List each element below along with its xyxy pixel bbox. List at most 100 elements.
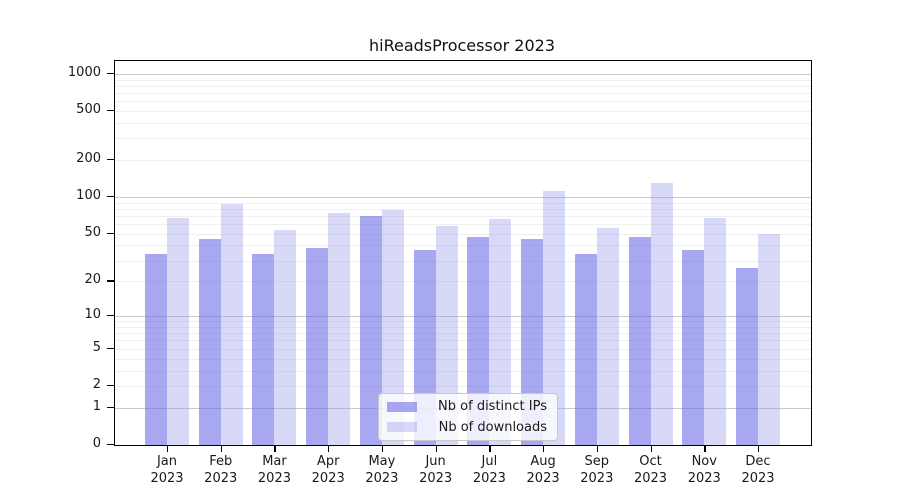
bar-downloads — [757, 233, 780, 445]
legend-label-downloads: Nb of downloads — [438, 419, 547, 435]
y-tick-label: 2 — [92, 376, 101, 392]
bar-downloads — [704, 218, 727, 445]
legend: Nb of distinct IPs Nb of downloads — [378, 393, 558, 441]
minor-gridline — [115, 233, 811, 235]
bar-downloads — [381, 210, 404, 445]
y-tick-mark — [107, 159, 114, 161]
minor-gridline — [115, 202, 811, 204]
minor-gridline — [115, 101, 811, 103]
minor-gridline — [115, 208, 811, 210]
y-tick-label: 1000 — [67, 64, 101, 80]
x-tick-label: Feb 2023 — [204, 454, 238, 486]
minor-gridline — [115, 370, 811, 372]
y-tick-mark — [107, 315, 114, 317]
x-tick-mark — [381, 445, 384, 452]
bar-distinct-ips — [198, 239, 221, 445]
x-tick-label: Jun 2023 — [419, 454, 453, 486]
x-tick-label: Aug 2023 — [526, 454, 560, 486]
minor-gridline — [115, 160, 811, 162]
y-tick-mark — [107, 384, 114, 387]
bar-downloads — [220, 203, 243, 445]
x-tick-label: Mar 2023 — [257, 454, 291, 486]
x-tick-mark — [489, 445, 491, 452]
minor-gridline — [115, 245, 811, 247]
x-tick-label: May 2023 — [365, 454, 399, 486]
legend-swatch-downloads — [387, 422, 417, 433]
bar-distinct-ips — [359, 215, 382, 445]
x-tick-mark — [274, 445, 276, 452]
bar-distinct-ips — [682, 249, 705, 445]
x-tick-mark — [435, 445, 437, 452]
bar-distinct-ips — [628, 237, 651, 445]
x-tick-label: Dec 2023 — [741, 454, 775, 486]
bar-distinct-ips — [467, 237, 490, 445]
bar-distinct-ips — [574, 253, 597, 445]
y-tick-label: 50 — [84, 224, 101, 240]
y-tick-mark — [107, 110, 114, 112]
x-tick-mark — [650, 445, 652, 452]
y-tick-label: 0 — [92, 436, 101, 451]
bar-downloads — [167, 217, 189, 445]
y-tick-label: 500 — [76, 102, 101, 118]
x-tick-mark — [220, 445, 223, 452]
major-gridline — [115, 73, 811, 75]
minor-gridline — [115, 321, 811, 323]
y-tick-label: 5 — [92, 339, 101, 355]
y-tick-mark — [107, 280, 114, 282]
x-tick-mark — [704, 445, 706, 452]
x-tick-mark — [596, 445, 599, 452]
legend-swatch-distinct-ips — [387, 401, 417, 412]
minor-gridline — [115, 260, 811, 262]
minor-gridline — [115, 281, 811, 283]
y-tick-label: 100 — [76, 188, 101, 204]
y-tick-label: 20 — [84, 272, 101, 288]
minor-gridline — [115, 92, 811, 94]
y-tick-mark — [107, 444, 114, 446]
x-tick-mark — [167, 445, 169, 452]
legend-row-downloads: Nb of downloads — [379, 420, 557, 435]
x-tick-label: Jul 2023 — [472, 454, 506, 486]
y-tick-mark — [107, 72, 114, 75]
minor-gridline — [115, 224, 811, 226]
x-tick-label: Apr 2023 — [311, 454, 345, 486]
bar-downloads — [489, 219, 512, 445]
y-tick-mark — [107, 406, 114, 409]
x-tick-label: Nov 2023 — [687, 454, 721, 486]
minor-gridline — [115, 111, 811, 113]
major-gridline — [115, 316, 811, 318]
bar-distinct-ips — [145, 253, 167, 445]
bar-downloads — [435, 225, 458, 445]
x-tick-mark — [328, 445, 330, 452]
bar-downloads — [274, 229, 297, 445]
minor-gridline — [115, 79, 811, 81]
y-tick-label: 10 — [84, 307, 101, 323]
y-tick-mark — [107, 232, 114, 235]
minor-gridline — [115, 340, 811, 342]
y-tick-mark — [107, 196, 114, 198]
x-tick-label: Oct 2023 — [633, 454, 668, 486]
legend-row-distinct-ips: Nb of distinct IPs — [379, 399, 557, 414]
x-tick-label: Jan 2023 — [150, 454, 184, 486]
bar-distinct-ips — [306, 248, 329, 445]
x-tick-label: Sep 2023 — [580, 454, 614, 486]
y-tick-label: 1 — [92, 398, 101, 414]
major-gridline — [115, 197, 811, 199]
plot-area — [114, 60, 812, 446]
minor-gridline — [115, 326, 811, 328]
y-tick-label: 200 — [76, 151, 101, 167]
bar-downloads — [543, 191, 566, 445]
y-tick-mark — [107, 347, 114, 350]
minor-gridline — [115, 122, 811, 124]
minor-gridline — [115, 138, 811, 140]
bar-downloads — [596, 227, 619, 445]
legend-label-distinct-ips: Nb of distinct IPs — [438, 399, 547, 415]
bar-distinct-ips — [735, 267, 758, 445]
minor-gridline — [115, 385, 811, 387]
minor-gridline — [115, 348, 811, 350]
bar-distinct-ips — [252, 253, 275, 445]
x-tick-mark — [543, 445, 545, 452]
minor-gridline — [115, 333, 811, 335]
minor-gridline — [115, 85, 811, 87]
chart-title: hiReadsProcessor 2023 — [369, 36, 555, 55]
